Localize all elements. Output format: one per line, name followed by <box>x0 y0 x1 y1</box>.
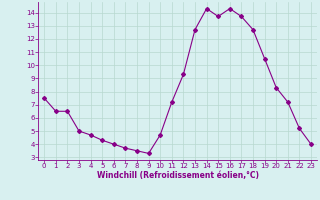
X-axis label: Windchill (Refroidissement éolien,°C): Windchill (Refroidissement éolien,°C) <box>97 171 259 180</box>
